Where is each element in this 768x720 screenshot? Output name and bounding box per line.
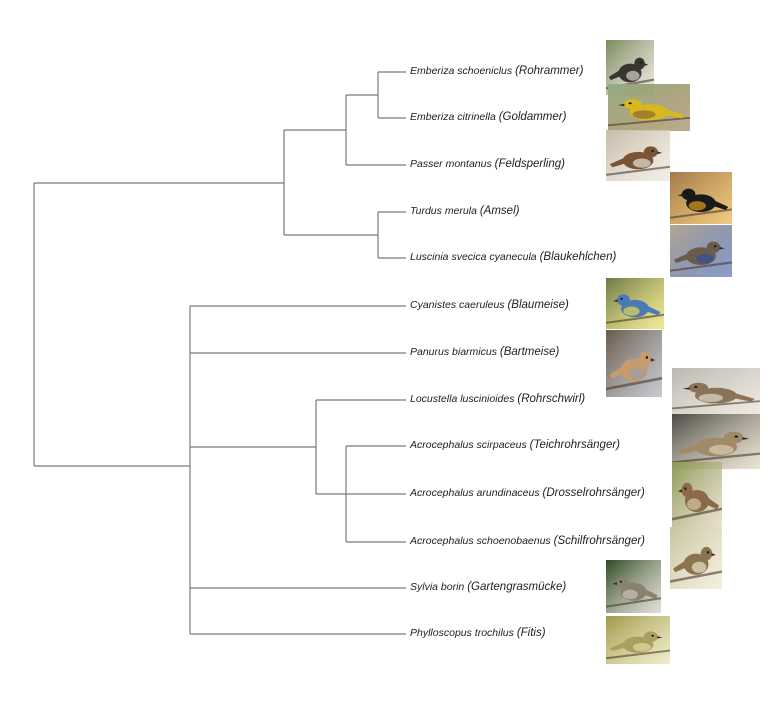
taxon-label-goldammer: Emberiza citrinella (Goldammer) [410, 111, 566, 123]
common-name: (Rohrammer) [515, 65, 584, 77]
scientific-name: Acrocephalus arundinaceus [410, 487, 540, 499]
scientific-name: Locustella luscinioides [410, 393, 515, 405]
sedge-warbler-photo [670, 527, 722, 589]
great-reed-warbler-photo [672, 462, 722, 527]
scientific-name: Turdus merula [410, 205, 477, 217]
common-name: (Gartengrasmücke) [467, 581, 567, 593]
blackbird-photo [670, 172, 732, 224]
taxon-label-schilfrohrsaenger: Acrocephalus schoenobaenus (Schilfrohrsä… [410, 535, 645, 547]
scientific-name: Sylvia borin [410, 581, 465, 593]
blue-tit-photo [606, 278, 664, 329]
taxon-label-blaumeise: Cyanistes caeruleus (Blaumeise) [410, 299, 569, 311]
taxon-label-teichrohrsaenger: Acrocephalus scirpaceus (Teichrohrsänger… [410, 439, 620, 451]
scientific-name: Acrocephalus schoenobaenus [410, 535, 551, 547]
taxon-label-blaukehlchen: Luscinia svecica cyanecula (Blaukehlchen… [410, 251, 616, 263]
scientific-name: Emberiza schoeniclus [410, 65, 513, 77]
scientific-name: Emberiza citrinella [410, 111, 496, 123]
bearded-reedling-photo [606, 330, 662, 397]
willow-warbler-photo [606, 616, 670, 664]
taxon-label-fitis: Phylloscopus trochilus (Fitis) [410, 627, 546, 639]
taxon-label-gartengrasmuecke: Sylvia borin (Gartengrasmücke) [410, 581, 566, 593]
yellowhammer-photo [608, 84, 690, 131]
garden-warbler-photo [606, 560, 661, 613]
common-name: (Bartmeise) [499, 346, 560, 358]
scientific-name: Passer montanus [410, 158, 492, 170]
tree-sparrow-photo [606, 130, 670, 181]
taxon-label-bartmeise: Panurus biarmicus (Bartmeise) [410, 346, 559, 358]
common-name: (Fitis) [516, 627, 546, 639]
common-name: (Goldammer) [498, 111, 567, 123]
taxon-label-drosselrohrsaenger: Acrocephalus arundinaceus (Drosselrohrsä… [410, 487, 645, 499]
common-name: (Rohrschwirl) [517, 393, 586, 405]
reed-warbler-photo [672, 414, 760, 469]
common-name: (Drosselrohrsänger) [542, 487, 645, 499]
common-name: (Blaukehlchen) [539, 251, 617, 263]
common-name: (Feldsperling) [494, 158, 565, 170]
common-name: (Blaumeise) [507, 299, 569, 311]
scientific-name: Luscinia svecica cyanecula [410, 251, 537, 263]
common-name: (Amsel) [479, 205, 520, 217]
taxon-label-amsel: Turdus merula (Amsel) [410, 205, 519, 217]
scientific-name: Panurus biarmicus [410, 346, 497, 358]
taxon-label-feldsperling: Passer montanus (Feldsperling) [410, 158, 565, 170]
taxon-label-rohrschwirl: Locustella luscinioides (Rohrschwirl) [410, 393, 585, 405]
savis-warbler-photo [672, 368, 760, 414]
bluethroat-photo [670, 225, 732, 277]
taxon-label-rohrammer: Emberiza schoeniclus (Rohrammer) [410, 65, 583, 77]
scientific-name: Phylloscopus trochilus [410, 627, 514, 639]
scientific-name: Cyanistes caeruleus [410, 299, 505, 311]
common-name: (Teichrohrsänger) [529, 439, 620, 451]
scientific-name: Acrocephalus scirpaceus [410, 439, 527, 451]
common-name: (Schilfrohrsänger) [553, 535, 646, 547]
